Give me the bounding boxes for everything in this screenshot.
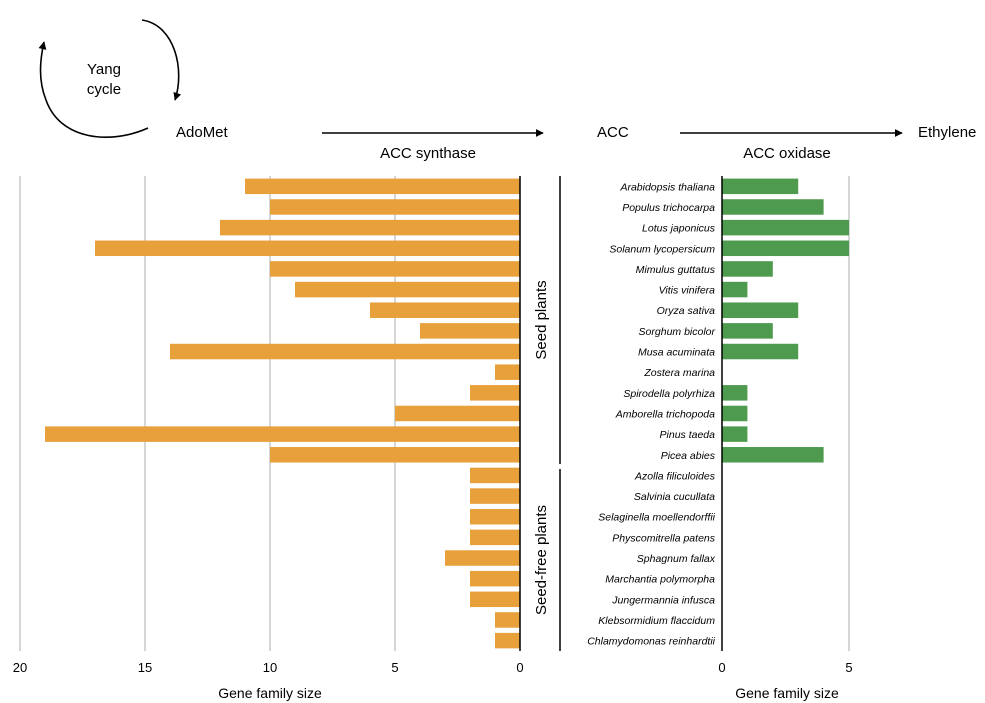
aco-x-axis-title: Gene family size bbox=[735, 685, 839, 701]
species-label: Amborella trichopoda bbox=[615, 408, 715, 420]
aco-bar bbox=[722, 219, 849, 236]
acc-oxidase-label: ACC oxidase bbox=[743, 145, 831, 162]
species-label: Mimulus guttatus bbox=[636, 264, 716, 276]
yang-cycle-label-1: Yang bbox=[87, 61, 121, 78]
aco-bar bbox=[722, 302, 799, 318]
aco-bars bbox=[722, 178, 849, 463]
acs-bar bbox=[95, 240, 520, 257]
acs-bar bbox=[220, 219, 520, 236]
acs-bar bbox=[270, 261, 520, 277]
aco-bar bbox=[722, 178, 799, 195]
species-label: Klebsormidium flaccidum bbox=[598, 615, 715, 627]
acs-x-axis-title: Gene family size bbox=[218, 685, 322, 701]
yang-cycle-return-arrow-icon bbox=[38, 41, 149, 138]
aco-bar bbox=[722, 261, 773, 277]
aco-bar bbox=[722, 343, 799, 360]
acs-bar bbox=[295, 281, 520, 298]
species-label: Spirodella polyrhiza bbox=[623, 388, 715, 400]
yang-cycle-label-2: cycle bbox=[87, 81, 121, 98]
species-label: Jungermannia infusca bbox=[611, 594, 715, 606]
acs-bar bbox=[470, 467, 520, 484]
acs-bar bbox=[420, 323, 520, 339]
species-label: Physcomitrella patens bbox=[612, 532, 715, 544]
acs-bar bbox=[470, 570, 520, 587]
species-label: Oryza sativa bbox=[657, 305, 716, 317]
species-label: Picea abies bbox=[661, 450, 716, 462]
acs-bar bbox=[270, 447, 520, 463]
acs-bar bbox=[470, 529, 520, 546]
adomet-label: AdoMet bbox=[176, 124, 229, 141]
acs-bar bbox=[170, 343, 520, 360]
seed-plants-label: Seed plants bbox=[533, 280, 550, 359]
species-label: Solanum lycopersicum bbox=[609, 243, 715, 255]
aco-bar bbox=[722, 447, 824, 463]
aco-bar bbox=[722, 199, 824, 215]
aco-tick-label: 5 bbox=[845, 660, 852, 675]
acs-bar bbox=[370, 302, 520, 318]
yang-cycle-arrow-icon bbox=[141, 19, 182, 101]
acs-bar bbox=[270, 199, 520, 215]
acs-bar bbox=[45, 426, 520, 442]
pathway-row: AdoMet ACC Ethylene ACC synthase ACC oxi… bbox=[176, 124, 976, 162]
species-label: Populus trichocarpa bbox=[622, 202, 715, 214]
acs-tick-label: 10 bbox=[263, 660, 277, 675]
species-label: Lotus japonicus bbox=[642, 223, 716, 235]
species-label: Zostera marina bbox=[643, 367, 715, 379]
group-brackets: Seed plants Seed-free plants bbox=[533, 176, 561, 651]
acs-bar bbox=[495, 632, 520, 649]
acs-bar bbox=[495, 612, 520, 628]
aco-bar bbox=[722, 405, 748, 422]
species-label: Sphagnum fallax bbox=[637, 553, 716, 565]
acs-bar bbox=[495, 364, 520, 380]
aco-tick-label: 0 bbox=[718, 660, 725, 675]
seed-free-plants-label: Seed-free plants bbox=[533, 505, 550, 615]
acs-tick-label: 15 bbox=[138, 660, 152, 675]
species-label: Chlamydomonas reinhardtii bbox=[587, 636, 715, 648]
acs-bar bbox=[470, 385, 520, 401]
species-label: Musa acuminata bbox=[638, 347, 715, 359]
acs-bars bbox=[45, 178, 520, 649]
aco-bar bbox=[722, 385, 748, 401]
acs-tick-label: 20 bbox=[13, 660, 27, 675]
species-label: Pinus taeda bbox=[660, 429, 716, 441]
species-label: Marchantia polymorpha bbox=[605, 574, 715, 586]
aco-bar bbox=[722, 281, 748, 298]
acs-bar bbox=[470, 591, 520, 608]
species-label: Sorghum bicolor bbox=[639, 326, 716, 338]
species-label: Azolla filiculoides bbox=[634, 470, 716, 482]
acc-label: ACC bbox=[597, 124, 629, 141]
acs-bar bbox=[470, 508, 520, 525]
acs-bar bbox=[470, 488, 520, 504]
species-label: Arabidopsis thaliana bbox=[619, 181, 715, 193]
aco-bar bbox=[722, 426, 748, 442]
ethylene-label: Ethylene bbox=[918, 124, 976, 141]
acs-tick-label: 0 bbox=[516, 660, 523, 675]
aco-bar bbox=[722, 240, 849, 257]
species-label: Salvinia cucullata bbox=[634, 491, 715, 503]
acs-tick-label: 5 bbox=[391, 660, 398, 675]
species-label: Selaginella moellendorffii bbox=[598, 512, 715, 524]
acs-tick-labels: 20 15 10 5 0 bbox=[13, 660, 524, 675]
aco-bar bbox=[722, 323, 773, 339]
acs-bar bbox=[445, 550, 520, 566]
species-labels: Arabidopsis thaliana Populus trichocarpa L… bbox=[587, 181, 716, 647]
species-label: Vitis vinifera bbox=[659, 285, 716, 297]
yang-cycle: Yang cycle bbox=[38, 19, 182, 138]
acs-bar bbox=[395, 405, 520, 422]
acs-bar bbox=[245, 178, 520, 195]
acc-synthase-label: ACC synthase bbox=[380, 145, 476, 162]
